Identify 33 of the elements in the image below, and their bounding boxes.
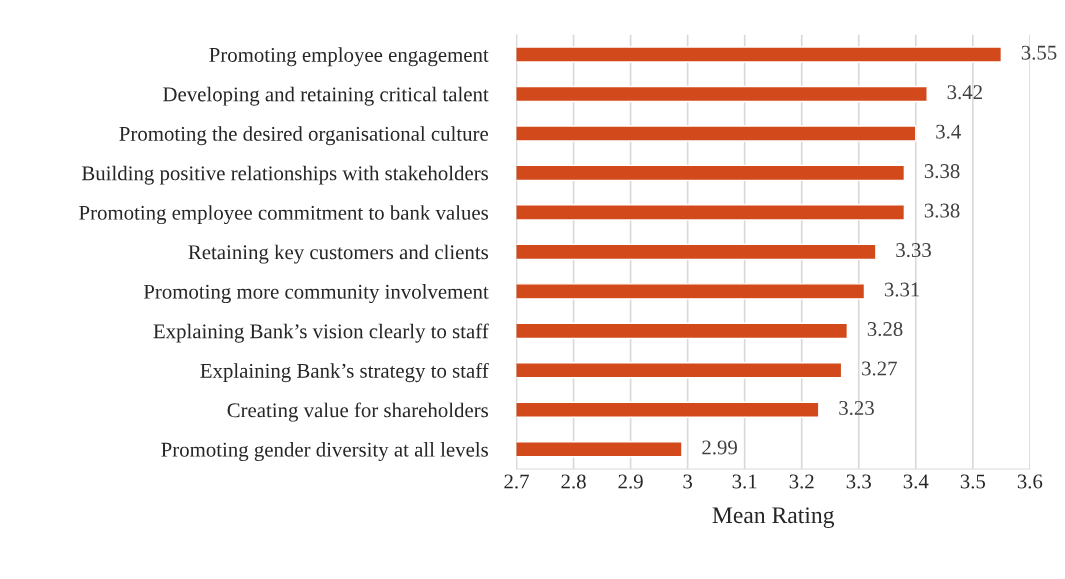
y-tick-label: Promoting employee engagement — [209, 47, 489, 67]
y-tick-label: Promoting more community involvement — [143, 284, 489, 304]
data-label: 3.42 — [947, 85, 982, 100]
x-tick-label: 3.1 — [732, 474, 757, 489]
x-tick-label: 2.7 — [504, 474, 529, 489]
data-label: 3.31 — [884, 282, 920, 297]
y-tick-label: Explaining Bank’s vision clearly to staff — [153, 323, 489, 343]
data-label: 3.38 — [924, 203, 960, 218]
y-tick-label: Building positive relationships with stakeholders — [81, 165, 488, 185]
x-tick-label: 2.8 — [561, 474, 586, 489]
x-axis-title: Mean Rating — [712, 507, 835, 529]
x-tick-label: 3.4 — [903, 474, 929, 489]
x-tick-label: 3.3 — [846, 474, 871, 489]
data-label: 3.55 — [1021, 45, 1057, 60]
data-label: 3.38 — [924, 164, 960, 179]
x-tick-label: 2.9 — [618, 474, 643, 489]
y-tick-label: Creating value for shareholders — [227, 402, 488, 422]
data-label: 3.4 — [936, 124, 961, 139]
data-label: 3.33 — [896, 243, 931, 258]
y-tick-label: Promoting gender diversity at all levels — [161, 442, 488, 461]
y-tick-label: Explaining Bank’s strategy to staff — [200, 362, 489, 383]
y-tick-label: Promoting the desired organisational culture — [119, 126, 489, 146]
x-tick-label: 3.6 — [1017, 474, 1043, 489]
x-tick-label: 3.5 — [960, 474, 986, 489]
data-label: 3.23 — [839, 400, 874, 416]
y-tick-label: Promoting employee commitment to bank values — [79, 205, 488, 225]
x-tick-label: 3 — [683, 474, 693, 489]
data-label: 2.99 — [702, 440, 737, 455]
data-label: 3.27 — [862, 361, 897, 376]
y-tick-label: Developing and retaining critical talent — [163, 86, 489, 106]
data-label: 3.28 — [867, 321, 903, 337]
y-tick-label: Retaining key customers and clients — [188, 244, 488, 264]
x-tick-label: 3.2 — [789, 474, 814, 489]
